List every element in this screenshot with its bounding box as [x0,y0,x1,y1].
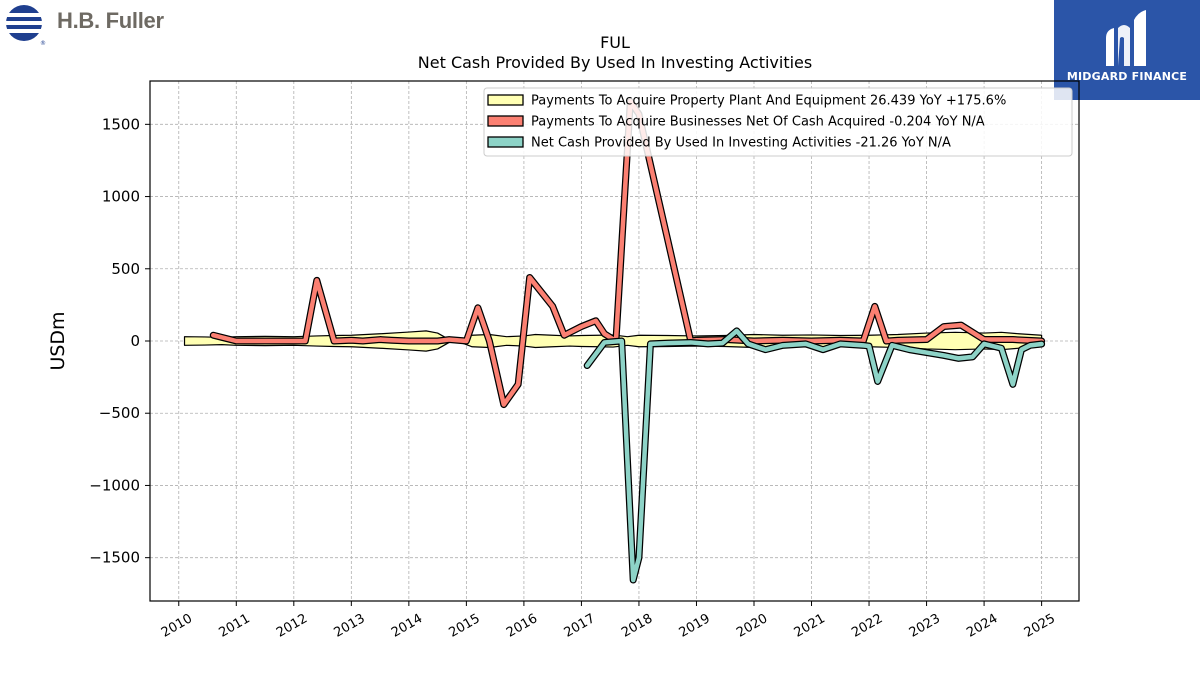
y-tick-label: 1500 [102,115,140,133]
x-tick-label: 2020 [734,611,770,641]
legend-label-ppe: Payments To Acquire Property Plant And E… [531,94,1006,109]
y-tick-label: 500 [111,260,140,278]
legend-label-net: Net Cash Provided By Used In Investing A… [531,136,951,151]
x-tick-label: 2022 [849,611,885,641]
x-tick-label: 2016 [504,611,540,641]
hb-fuller-emblem-icon: ® [4,5,46,46]
x-tick-label: 2011 [216,611,252,641]
x-tick-label: 2023 [907,611,943,641]
midgard-emblem-icon [1106,10,1146,66]
hb-fuller-wordmark: H.B. Fuller [57,8,164,33]
y-axis: −1500 −1000 −500 0 500 1000 1500 [89,115,150,567]
legend-box [483,87,1073,157]
hb-fuller-logo: ® H.B. Fuller [0,0,200,48]
x-tick-label: 2021 [792,611,828,641]
y-axis-label: USDm [47,311,69,370]
y-tick-label: −500 [99,404,140,422]
x-tick-label: 2010 [159,611,195,641]
x-tick-label: 2012 [274,611,310,641]
legend-swatch-acquisitions [487,115,524,127]
legend-label-acquisitions: Payments To Acquire Businesses Net Of Ca… [531,115,985,130]
x-tick-label: 2024 [964,611,1000,641]
svg-text:®: ® [40,40,46,46]
series-net-outline [583,327,1046,584]
y-tick-label: −1500 [89,549,140,567]
chart-subtitle: Net Cash Provided By Used In Investing A… [418,53,812,72]
y-tick-label: 1000 [102,188,140,206]
chart-title: FUL [600,33,630,52]
x-tick-label: 2019 [677,611,713,641]
x-tick-label: 2025 [1022,611,1058,641]
series-net-line [584,328,1044,583]
legend-swatch-net [487,136,524,148]
x-axis: 2010 2011 2012 2013 2014 2015 2016 2017 2018 2019… [159,601,1058,641]
y-tick-label: −1000 [89,476,140,494]
series-acquisitions-line [211,98,1044,407]
y-tick-label: 0 [130,332,140,350]
x-tick-label: 2013 [332,611,368,641]
midgard-finance-logo: MIDGARD FINANCE [1054,0,1200,100]
x-tick-label: 2015 [447,611,483,641]
x-tick-label: 2014 [389,611,425,641]
x-tick-label: 2017 [562,611,598,641]
midgard-wordmark: MIDGARD FINANCE [1066,70,1188,83]
legend: Payments To Acquire Property Plant And E… [483,87,1073,157]
x-tick-label: 2018 [619,611,655,641]
plot-area [183,97,1046,584]
legend-swatch-ppe [487,94,524,106]
